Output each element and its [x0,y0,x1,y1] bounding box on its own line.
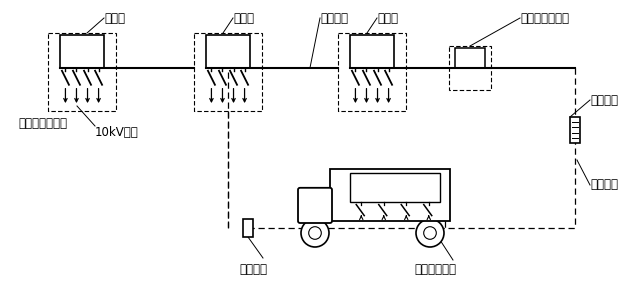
Text: 10kV用户: 10kV用户 [95,126,139,139]
Text: 环网柜: 环网柜 [104,11,125,25]
Text: 环网柜备用间隔: 环网柜备用间隔 [520,11,569,25]
Bar [243,219,253,237]
Text: 旁路电缆: 旁路电缆 [590,179,618,191]
Bar [194,33,262,111]
Bar [350,35,394,68]
Circle shape [416,219,444,247]
Bar [338,33,406,111]
Bar [350,173,440,202]
Text: 环网柜: 环网柜 [233,11,254,25]
Text: 故障电缆: 故障电缆 [320,11,348,25]
Bar [60,35,104,68]
Bar [330,169,450,221]
Bar [206,35,250,68]
Circle shape [301,219,329,247]
Text: 旁路开关设备: 旁路开关设备 [414,263,456,276]
Bar [449,46,491,90]
Text: 环网柜: 环网柜 [377,11,398,25]
Text: 旁路接头: 旁路接头 [239,263,267,276]
Bar [48,33,116,111]
Text: 转换接头: 转换接头 [590,94,618,106]
Bar [570,117,580,143]
Bar [455,48,484,68]
FancyBboxPatch shape [298,188,332,223]
Text: 环网柜备用间隔: 环网柜备用间隔 [18,117,67,130]
